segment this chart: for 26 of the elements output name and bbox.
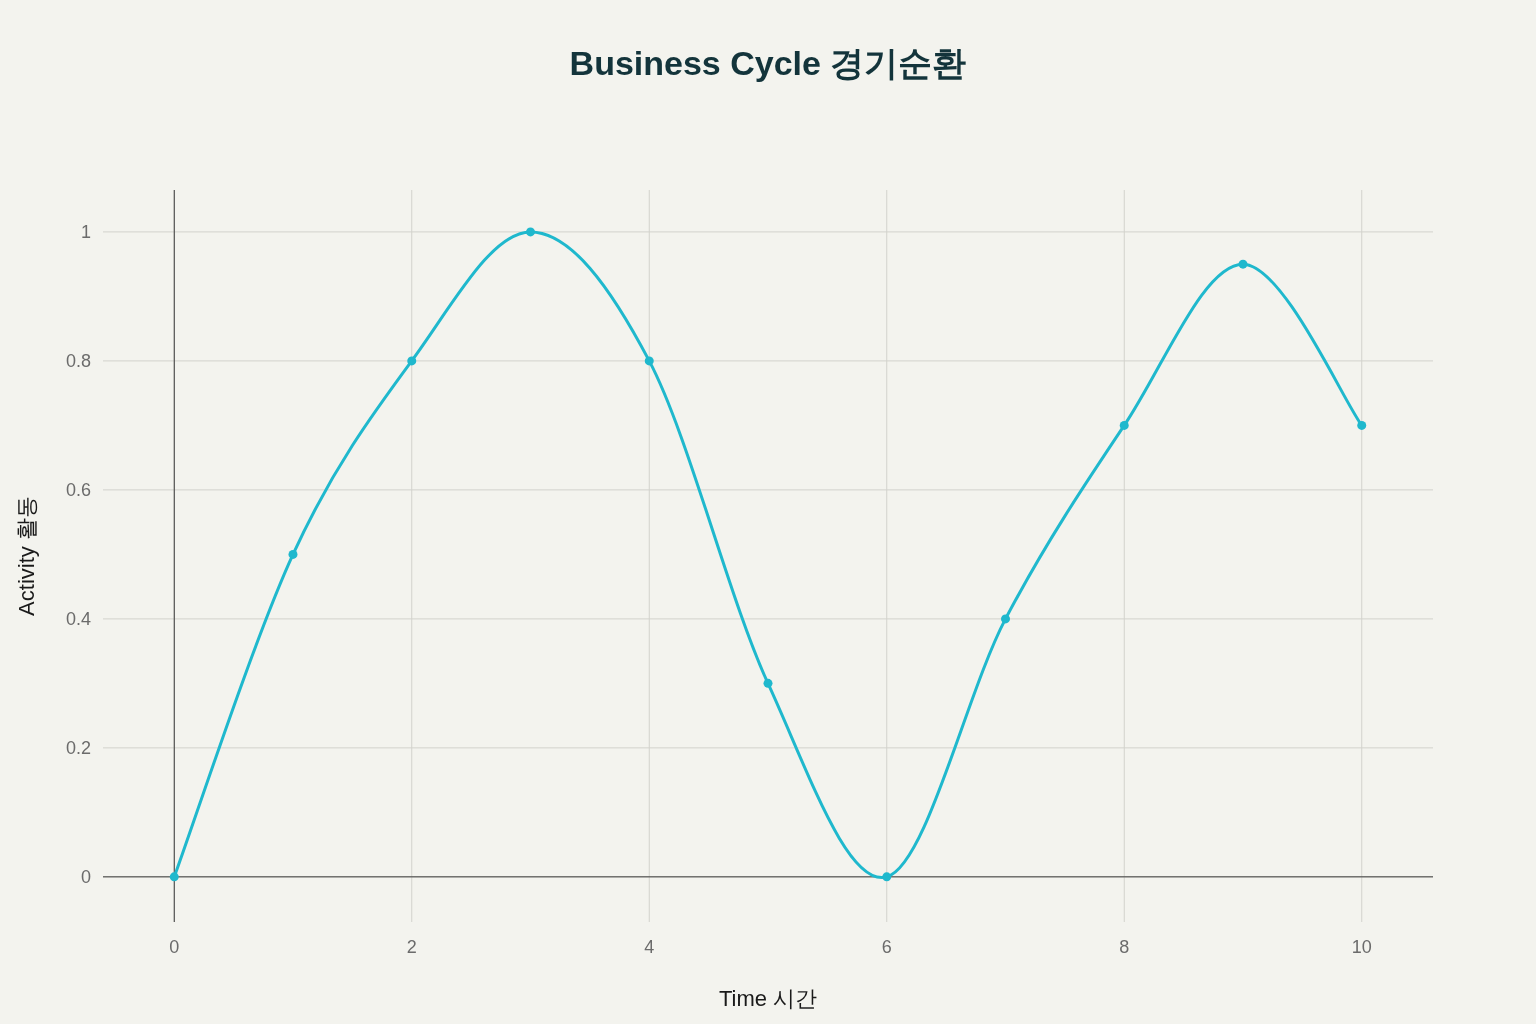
point [526,227,535,237]
x-tick-label: 10 [1351,937,1372,957]
point [644,356,654,366]
point [288,549,298,559]
point [1357,420,1367,430]
point [763,678,773,688]
x-tick-label: 2 [406,937,417,957]
x-tick-label: 4 [644,937,655,957]
point [1001,614,1010,624]
y-tick-label: 0.6 [65,479,91,500]
y-tick-label: 0.4 [65,608,91,629]
point [407,356,417,366]
x-tick-label: 6 [881,937,892,957]
point [1119,420,1129,430]
chart-title: Business Cycle 경기순환 [569,44,967,82]
point [882,872,892,882]
x-tick-label: 0 [169,937,180,957]
point [169,872,179,882]
y-tick-label: 0 [80,866,91,887]
y-tick-label: 1 [80,221,91,242]
x-axis-title: Time 시간 [718,986,818,1011]
y-axis-title: Activity 활동 [14,496,39,616]
y-tick-label: 0.2 [65,737,91,758]
x-tick-label: 8 [1119,937,1130,957]
y-tick-label: 0.8 [65,350,91,371]
point [1238,259,1248,269]
